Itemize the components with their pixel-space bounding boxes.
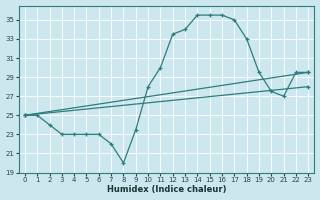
X-axis label: Humidex (Indice chaleur): Humidex (Indice chaleur) [107,185,226,194]
